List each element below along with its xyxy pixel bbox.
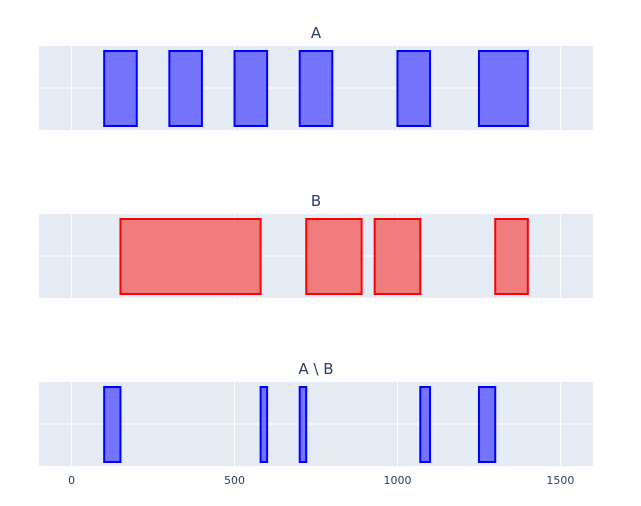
interval-bar [373,218,422,295]
interval-bar [233,50,269,127]
interval-bar [419,386,432,463]
interval-bar [494,218,529,295]
interval-bar [477,50,529,127]
panel-title: A [311,24,322,42]
interval-bar [477,386,497,463]
x-tick-label: 1000 [383,474,411,487]
interval-bar [119,218,262,295]
interval-bar [305,218,363,295]
x-tick-label: 500 [224,474,245,487]
interval-bar [103,50,138,127]
interval-bar [298,386,308,463]
x-tick-label: 1500 [546,474,574,487]
interval-bar [259,386,269,463]
interval-bar [298,50,334,127]
interval-bar [168,50,203,127]
panel-title: A \ B [298,360,333,378]
x-tick-label: 0 [68,474,75,487]
interval-bar [103,386,122,463]
interval-bar [396,50,432,127]
panel-title: B [311,192,321,210]
